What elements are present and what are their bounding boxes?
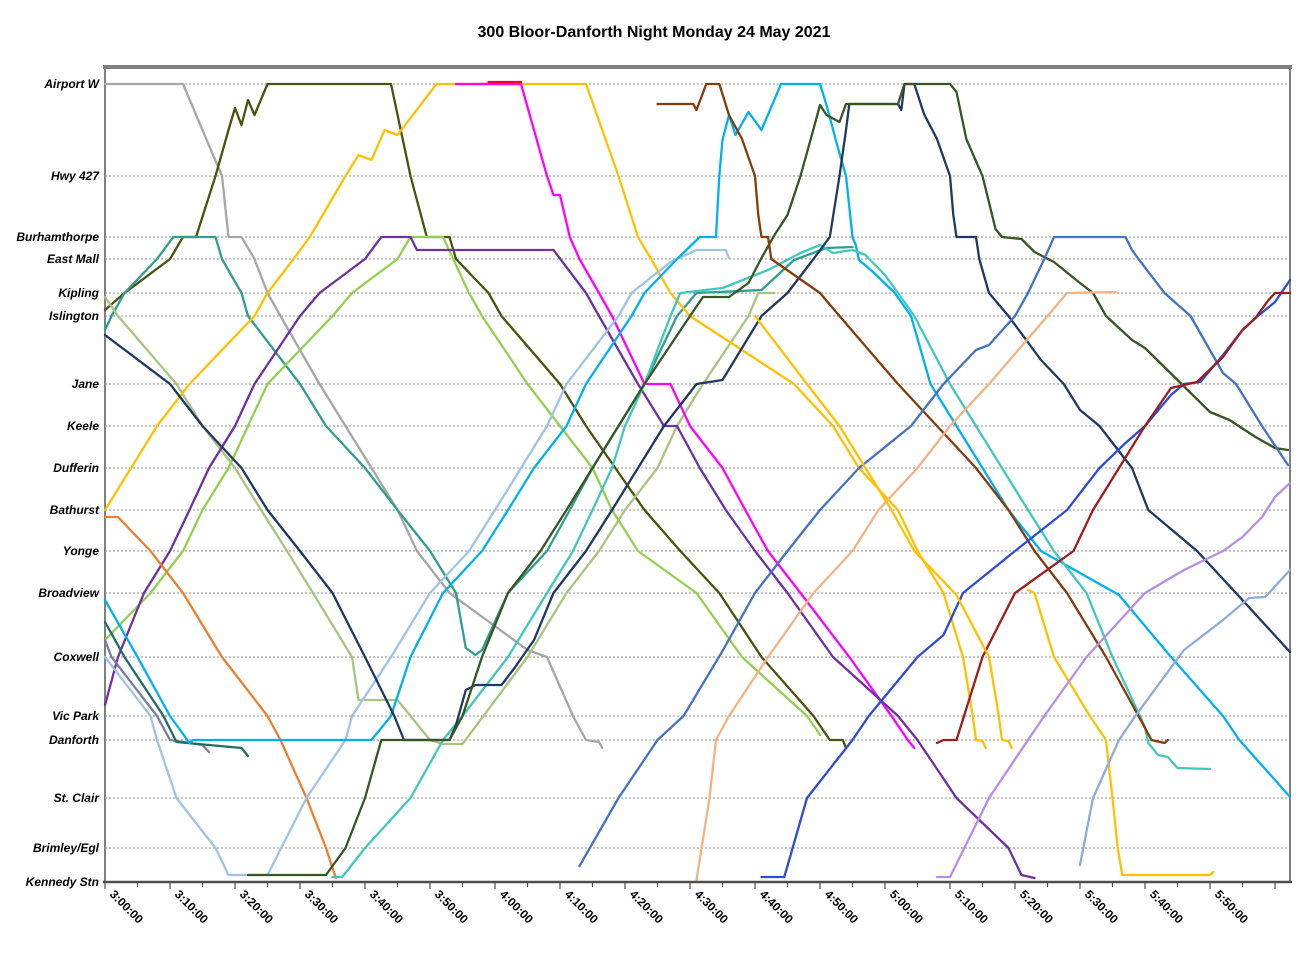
run-orange (103, 515, 337, 880)
run-lavender (935, 481, 1292, 879)
x-tick-label: 5:30:00 (1082, 887, 1121, 926)
y-axis-label: Kipling (58, 286, 99, 300)
y-axis-label: Burhamthorpe (16, 230, 99, 244)
y-axis-label: St. Clair (54, 791, 101, 805)
y-axis-label: Kennedy Stn (26, 875, 99, 889)
x-tick-label: 3:00:00 (107, 887, 146, 926)
x-tick-label: 4:30:00 (692, 887, 731, 926)
run-steel (1078, 568, 1292, 867)
run-peach (695, 290, 1117, 882)
run-yellowgreen (103, 235, 822, 737)
x-tick-label: 3:30:00 (302, 887, 341, 926)
x-tick-label: 4:40:00 (757, 887, 796, 926)
y-axis-label: East Mall (47, 252, 100, 266)
run-gold-a (103, 82, 987, 750)
run-maroon (935, 291, 1292, 745)
run-cyan (103, 82, 1292, 799)
x-tick-label: 5:50:00 (1212, 887, 1251, 926)
y-axis-label: Bathurst (50, 503, 100, 517)
x-tick-label: 3:20:00 (237, 887, 276, 926)
y-axis-label: Dufferin (53, 461, 99, 475)
run-gold-b (753, 314, 1013, 750)
run-darkgreen (246, 82, 1290, 877)
run-royal-1 (578, 235, 1290, 868)
y-axis-label: Brimley/Egl (33, 841, 100, 855)
x-tick-label: 4:50:00 (822, 887, 861, 926)
run-darkteal-short (103, 620, 250, 758)
run-turquoise (331, 243, 1212, 879)
y-axis-label: Airport W (43, 77, 100, 91)
y-axis-label: Hwy 427 (51, 169, 100, 183)
x-tick-label: 5:00:00 (887, 887, 926, 926)
y-axis-label: Islington (49, 309, 99, 323)
run-sage (103, 291, 776, 746)
y-axis-label: Yonge (63, 544, 100, 558)
x-tick-label: 4:20:00 (627, 887, 666, 926)
y-axis-label: Broadview (38, 586, 99, 600)
x-tick-label: 5:40:00 (1147, 887, 1186, 926)
y-axis-label: Vic Park (52, 709, 100, 723)
run-teal (103, 235, 854, 657)
x-tick-label: 3:50:00 (432, 887, 471, 926)
y-axis-label: Keele (67, 419, 99, 433)
run-gold-c (1026, 588, 1215, 877)
run-gray (103, 82, 604, 750)
run-purple (103, 235, 1036, 880)
run-brown (656, 82, 1169, 745)
x-tick-label: 3:40:00 (367, 887, 406, 926)
x-tick-label: 3:10:00 (172, 887, 211, 926)
x-tick-label: 4:10:00 (562, 887, 601, 926)
x-tick-label: 4:00:00 (497, 887, 536, 926)
run-magenta (454, 82, 916, 750)
x-tick-label: 5:10:00 (952, 887, 991, 926)
chart-title: 300 Bloor-Danforth Night Monday 24 May 2… (477, 24, 831, 41)
run-paleblue (103, 248, 731, 877)
y-axis-label: Danforth (49, 733, 99, 747)
x-tick-label: 5:20:00 (1017, 887, 1056, 926)
run-navy (103, 82, 1292, 742)
run-slate-short (103, 638, 211, 754)
y-axis-label: Coxwell (54, 650, 100, 664)
y-axis-label: Jane (72, 377, 100, 391)
